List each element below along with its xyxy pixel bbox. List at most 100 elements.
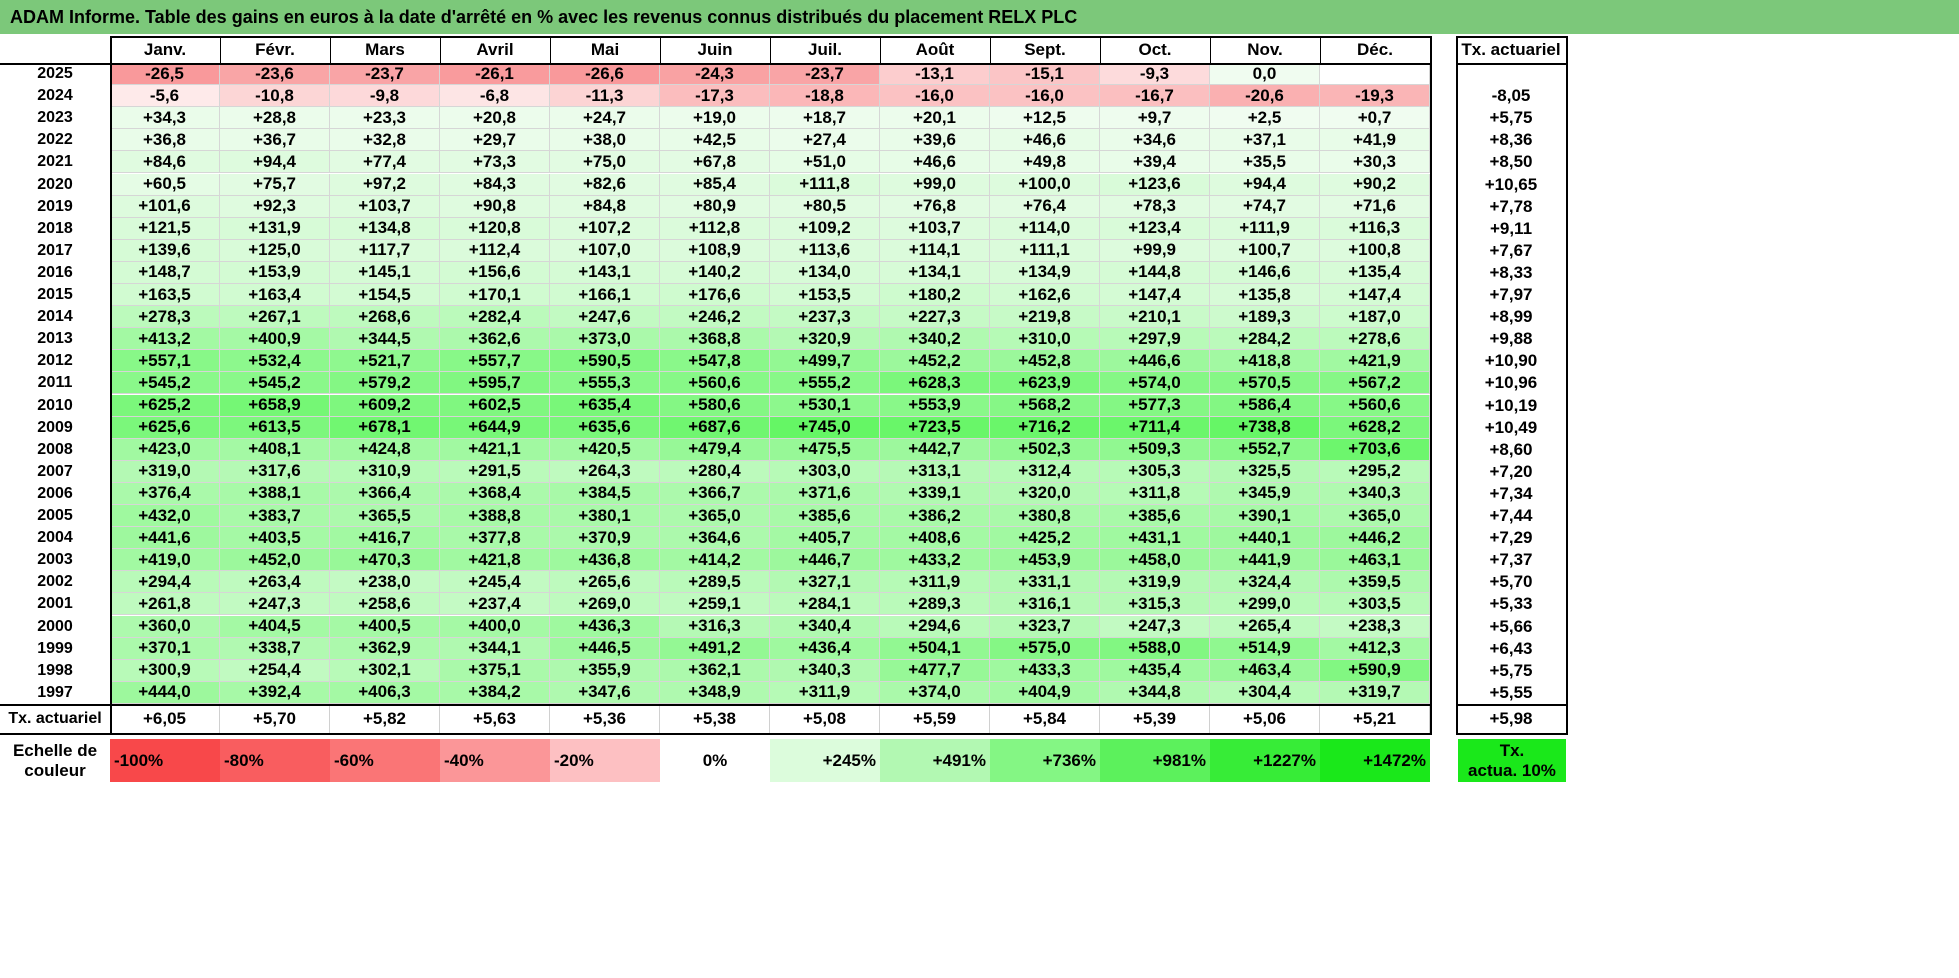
table-cell: +446,7 [770,549,880,572]
table-cell: +134,0 [770,261,880,284]
row-rate-cell: +10,49 [1484,417,1538,437]
table-cell: +219,8 [990,306,1100,329]
row-rate-cell: +10,96 [1484,373,1538,393]
table-cell: +9,7 [1100,107,1210,130]
row-rate-cell: +8,33 [1489,262,1533,282]
table-cell: +458,0 [1100,549,1210,572]
table-cell: +90,2 [1320,173,1430,196]
table-cell: +74,7 [1210,195,1320,218]
footer-cell: +5,36 [550,705,660,733]
table-cell: +366,7 [660,482,770,505]
table-cell: +452,8 [990,350,1100,373]
table-cell: +134,1 [880,261,990,284]
table-cell: +557,1 [110,350,220,373]
table-cell: +327,1 [770,571,880,594]
row-rate-cell: +5,75 [1489,108,1533,128]
footer-cell: +5,82 [330,705,440,733]
table-cell: +23,3 [330,107,440,130]
table-cell: +419,0 [110,549,220,572]
table-cell: +590,9 [1320,659,1430,682]
footer-cell: +5,39 [1100,705,1210,733]
row-rate-cell: +9,11 [1489,218,1533,238]
table-cell: +77,4 [330,151,440,174]
table-cell: -15,1 [990,63,1100,86]
table-cell: +362,1 [660,659,770,682]
table-cell: +405,7 [770,527,880,550]
rate-header-bottom [1456,63,1568,65]
table-cell: +435,4 [1100,659,1210,682]
table-cell: -6,8 [440,85,550,108]
table-cell: +284,1 [770,593,880,616]
row-rate-cell: +7,78 [1489,196,1533,216]
table-cell: +452,2 [880,350,990,373]
footer-cell: +5,84 [990,705,1100,733]
table-cell: +374,0 [880,681,990,704]
table-cell: +545,2 [110,372,220,395]
table-cell: +312,4 [990,460,1100,483]
row-year-label: 2014 [37,308,73,326]
footer-cell: +5,59 [880,705,990,733]
table-cell: +180,2 [880,284,990,307]
table-cell: +29,7 [440,129,550,152]
table-cell: +247,3 [1100,615,1210,638]
table-cell: +100,0 [990,173,1100,196]
header-divider [1320,36,1321,63]
table-cell: +145,1 [330,261,440,284]
table-cell: +421,8 [440,549,550,572]
table-cell: +416,7 [330,527,440,550]
table-cell: +111,8 [770,173,880,196]
row-rate-cell: +5,55 [1489,682,1533,702]
rate-footer-bottom [1456,733,1568,735]
table-cell: +442,7 [880,438,990,461]
table-cell: +297,9 [1100,328,1210,351]
table-cell: +446,6 [1100,350,1210,373]
table-cell: +331,1 [990,571,1100,594]
month-header-7: Juil. [807,39,842,59]
table-cell: -9,8 [330,85,440,108]
legend-step: -40% [440,739,550,782]
table-cell: +24,7 [550,107,660,130]
table-cell: +310,0 [990,328,1100,351]
table-cell: +19,0 [660,107,770,130]
table-cell: +268,6 [330,306,440,329]
table-cell: +237,4 [440,593,550,616]
legend-step: +1227% [1210,739,1320,782]
table-cell: +320,0 [990,482,1100,505]
footer-cell: +5,21 [1320,705,1430,733]
rate-body-bottom [1456,703,1568,706]
month-header-10: Oct. [1138,39,1172,59]
table-cell: +30,3 [1320,151,1430,174]
table-cell: +162,6 [990,284,1100,307]
month-header-3: Mars [365,39,405,59]
table-cell: +432,0 [110,505,220,528]
table-cell: +289,3 [880,593,990,616]
table-cell: +121,5 [110,217,220,240]
table-cell: +261,8 [110,593,220,616]
legend-step: +491% [880,739,990,782]
table-cell: +51,0 [770,151,880,174]
table-cell: +263,4 [220,571,330,594]
table-cell: +265,6 [550,571,660,594]
table-cell: +20,1 [880,107,990,130]
table-cell: +131,9 [220,217,330,240]
table-cell: +703,6 [1320,438,1430,461]
row-year-label: 1999 [37,639,73,657]
table-cell: +147,4 [1320,284,1430,307]
rate-right-border [1566,36,1568,733]
table-cell: -17,3 [660,85,770,108]
table-cell: -23,6 [220,63,330,86]
table-cell: +60,5 [110,173,220,196]
table-cell: +46,6 [880,151,990,174]
table-cell: +97,2 [330,173,440,196]
table-cell: +404,9 [990,681,1100,704]
month-header-2: Févr. [255,39,295,59]
table-cell: +35,5 [1210,151,1320,174]
table-cell: +80,5 [770,195,880,218]
table-cell: +107,2 [550,217,660,240]
table-cell: +579,2 [330,372,440,395]
table-cell: +340,3 [770,659,880,682]
row-rate-cell: +8,36 [1489,130,1533,150]
row-rate-cell: +7,37 [1489,550,1533,570]
table-cell: +433,3 [990,659,1100,682]
month-header-8: Août [915,39,955,59]
